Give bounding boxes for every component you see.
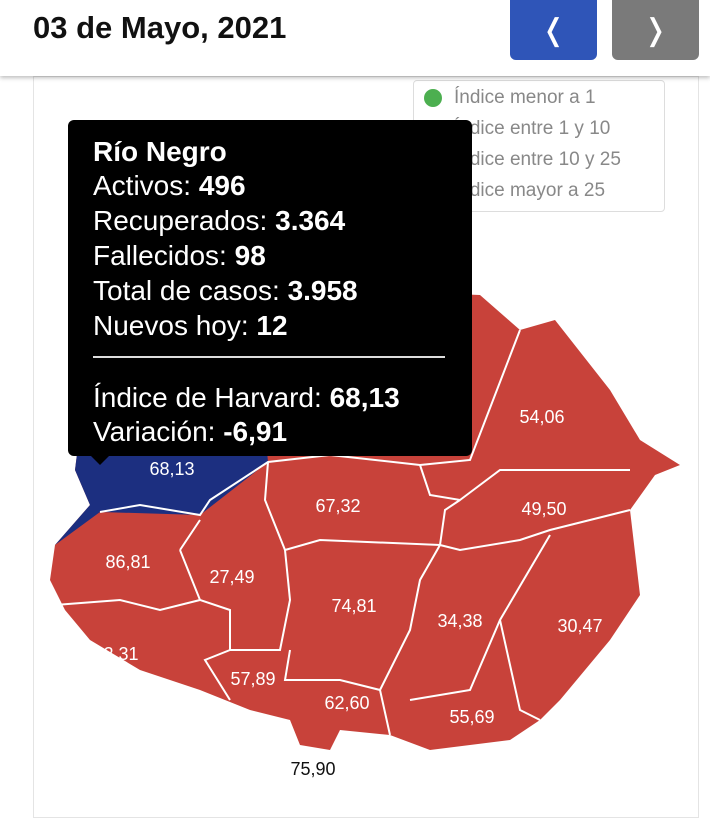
tooltip-row: Recuperados: 3.364 xyxy=(93,205,345,237)
value: 3.364 xyxy=(275,205,346,236)
value: 3.958 xyxy=(287,275,358,306)
region-label: 49,50 xyxy=(521,499,566,519)
region-label: 67,32 xyxy=(315,496,360,516)
region-label: 74,81 xyxy=(331,596,376,616)
legend-label: Índice entre 10 y 25 xyxy=(454,149,621,170)
label: Activos: xyxy=(93,170,192,201)
value: -6,91 xyxy=(223,416,288,447)
region-label: 62,31 xyxy=(93,644,138,664)
tooltip-row: Variación: -6,91 xyxy=(93,416,287,448)
label: Total de casos: xyxy=(93,275,280,306)
region-label: 68,13 xyxy=(149,459,194,479)
region-label: 34,38 xyxy=(437,611,482,631)
tooltip-row: Fallecidos: 98 xyxy=(93,240,266,272)
region-label: 30,47 xyxy=(557,616,602,636)
separator xyxy=(93,356,445,358)
legend-label: Índice menor a 1 xyxy=(454,87,596,108)
legend-label: Índice entre 1 y 10 xyxy=(454,118,611,139)
tooltip-pointer xyxy=(90,455,110,465)
region-label: 57,89 xyxy=(230,669,275,689)
region-label: 62,60 xyxy=(324,693,369,713)
tooltip-row: Índice de Harvard: 68,13 xyxy=(93,382,400,414)
header: 03 de Mayo, 2021 ❬ ❭ xyxy=(0,0,710,76)
region-label: 27,49 xyxy=(209,567,254,587)
legend-label: Índice mayor a 25 xyxy=(454,180,606,201)
value: 12 xyxy=(256,310,288,341)
legend-dot xyxy=(424,89,442,107)
label: Variación: xyxy=(93,416,216,447)
value: 496 xyxy=(198,170,246,201)
label: Recuperados: xyxy=(93,205,268,236)
next-button[interactable]: ❭ xyxy=(612,0,699,60)
label: Nuevos hoy: xyxy=(93,310,249,341)
title: Río Negro xyxy=(93,136,227,167)
region-label: 86,81 xyxy=(105,552,150,572)
tooltip: Río Negro Activos: 496 Recuperados: 3.364… xyxy=(68,120,472,456)
tooltip-title: Río Negro xyxy=(93,136,227,168)
region-label: 54,06 xyxy=(519,407,564,427)
value: 98 xyxy=(234,240,266,271)
tooltip-row: Activos: 496 xyxy=(93,170,246,202)
borders xyxy=(54,329,631,736)
tooltip-row: Nuevos hoy: 12 xyxy=(93,310,288,342)
prev-button[interactable]: ❬ xyxy=(510,0,597,60)
date: 03 de Mayo, 2021 xyxy=(33,10,287,45)
label: Índice de Harvard: xyxy=(93,382,322,413)
label: Fallecidos: xyxy=(93,240,227,271)
legend-item: Índice menor a 1 xyxy=(424,87,596,109)
value: 68,13 xyxy=(329,382,400,413)
region-label: 55,69 xyxy=(449,707,494,727)
tooltip-row: Total de casos: 3.958 xyxy=(93,275,358,307)
region-label: 75,90 xyxy=(290,759,335,779)
